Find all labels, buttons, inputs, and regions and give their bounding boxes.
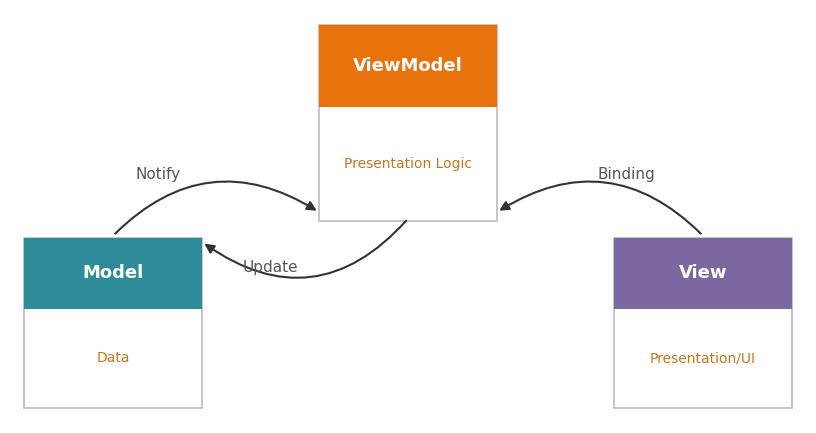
Text: Binding: Binding bbox=[597, 167, 655, 181]
Text: ViewModel: ViewModel bbox=[353, 58, 463, 75]
Bar bbox=[614, 238, 792, 309]
Bar bbox=[319, 26, 497, 107]
Bar bbox=[319, 26, 497, 221]
Bar bbox=[614, 238, 792, 407]
Text: Presentation/UI: Presentation/UI bbox=[650, 351, 756, 365]
Text: Presentation Logic: Presentation Logic bbox=[344, 157, 472, 171]
Text: View: View bbox=[679, 265, 727, 282]
Bar bbox=[24, 238, 202, 309]
Bar bbox=[24, 238, 202, 407]
Text: Update: Update bbox=[243, 260, 299, 275]
Text: Notify: Notify bbox=[135, 167, 180, 181]
Text: Model: Model bbox=[82, 265, 144, 282]
Text: Data: Data bbox=[96, 351, 130, 365]
